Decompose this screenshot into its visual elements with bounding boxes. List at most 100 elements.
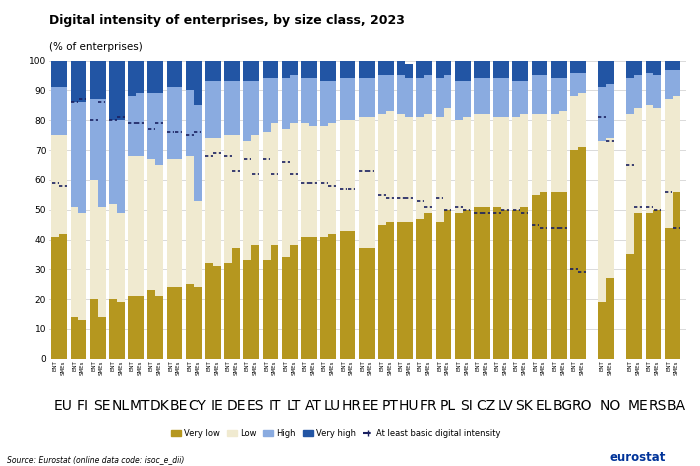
Bar — [109, 61, 117, 120]
Bar — [397, 75, 405, 114]
Text: (% of enterprises): (% of enterprises) — [49, 42, 143, 52]
Bar — [520, 82, 528, 114]
Bar — [174, 61, 183, 88]
Bar — [367, 248, 374, 359]
Bar — [378, 75, 386, 114]
Bar — [109, 204, 117, 299]
Bar — [435, 61, 444, 78]
Bar — [405, 78, 413, 117]
Bar — [109, 120, 117, 204]
Bar — [194, 61, 202, 105]
Bar — [645, 212, 653, 359]
Bar — [224, 135, 232, 263]
Bar — [606, 61, 614, 84]
Bar — [328, 82, 336, 123]
Bar — [367, 117, 374, 248]
Bar — [474, 207, 482, 359]
Bar — [424, 212, 432, 359]
Bar — [232, 248, 240, 359]
Bar — [367, 61, 374, 78]
Bar — [494, 78, 501, 117]
Bar — [78, 61, 86, 103]
Bar — [244, 82, 251, 141]
Bar — [213, 267, 220, 359]
Bar — [136, 93, 144, 156]
Bar — [148, 290, 155, 359]
Bar — [570, 96, 578, 150]
Bar — [321, 126, 328, 237]
Bar — [347, 61, 356, 78]
Bar — [570, 61, 578, 73]
Bar — [290, 75, 298, 123]
Bar — [501, 117, 509, 210]
Bar — [282, 257, 290, 359]
Bar — [455, 82, 463, 120]
Bar — [224, 263, 232, 359]
Bar — [194, 287, 202, 359]
Bar — [598, 61, 606, 88]
Bar — [128, 156, 136, 296]
Bar — [540, 192, 547, 359]
Bar — [60, 233, 67, 359]
Bar — [551, 192, 559, 359]
Bar — [213, 138, 220, 267]
Bar — [224, 82, 232, 135]
Bar — [186, 156, 194, 284]
Bar — [309, 78, 317, 126]
Bar — [98, 99, 106, 207]
Bar — [301, 237, 309, 359]
Bar — [665, 61, 673, 69]
Bar — [328, 233, 336, 359]
Bar — [512, 210, 520, 359]
Bar — [262, 61, 271, 78]
Bar — [540, 114, 547, 192]
Bar — [71, 207, 78, 317]
Bar — [645, 105, 653, 212]
Bar — [405, 63, 413, 78]
Bar — [551, 78, 559, 114]
Bar — [520, 61, 528, 82]
Bar — [194, 201, 202, 287]
Bar — [634, 61, 642, 75]
Bar — [90, 180, 98, 299]
Bar — [60, 88, 67, 135]
Bar — [653, 108, 662, 210]
Bar — [244, 260, 251, 359]
Bar — [244, 141, 251, 260]
Bar — [148, 93, 155, 159]
Bar — [665, 227, 673, 359]
Bar — [512, 82, 520, 117]
Bar — [321, 237, 328, 359]
Bar — [98, 61, 106, 99]
Bar — [578, 93, 586, 147]
Bar — [155, 165, 163, 296]
Bar — [340, 231, 347, 359]
Bar — [282, 129, 290, 257]
Bar — [309, 61, 317, 78]
Bar — [205, 82, 213, 138]
Bar — [416, 78, 424, 117]
Bar — [51, 88, 60, 135]
Bar — [148, 61, 155, 93]
Bar — [328, 123, 336, 233]
Legend: Very low, Low, High, Very high, At least basic digital intensity: Very low, Low, High, Very high, At least… — [171, 429, 500, 438]
Bar — [262, 132, 271, 260]
Bar — [262, 260, 271, 359]
Bar — [645, 73, 653, 105]
Bar — [474, 61, 482, 78]
Bar — [378, 114, 386, 225]
Bar — [474, 114, 482, 207]
Bar — [673, 69, 680, 96]
Bar — [290, 61, 298, 75]
Bar — [136, 61, 144, 93]
Bar — [194, 105, 202, 201]
Bar — [347, 78, 356, 120]
Bar — [634, 212, 642, 359]
Bar — [51, 61, 60, 88]
Bar — [444, 210, 452, 359]
Bar — [606, 138, 614, 278]
Bar — [626, 114, 634, 254]
Bar — [578, 73, 586, 93]
Bar — [570, 150, 578, 359]
Bar — [551, 61, 559, 78]
